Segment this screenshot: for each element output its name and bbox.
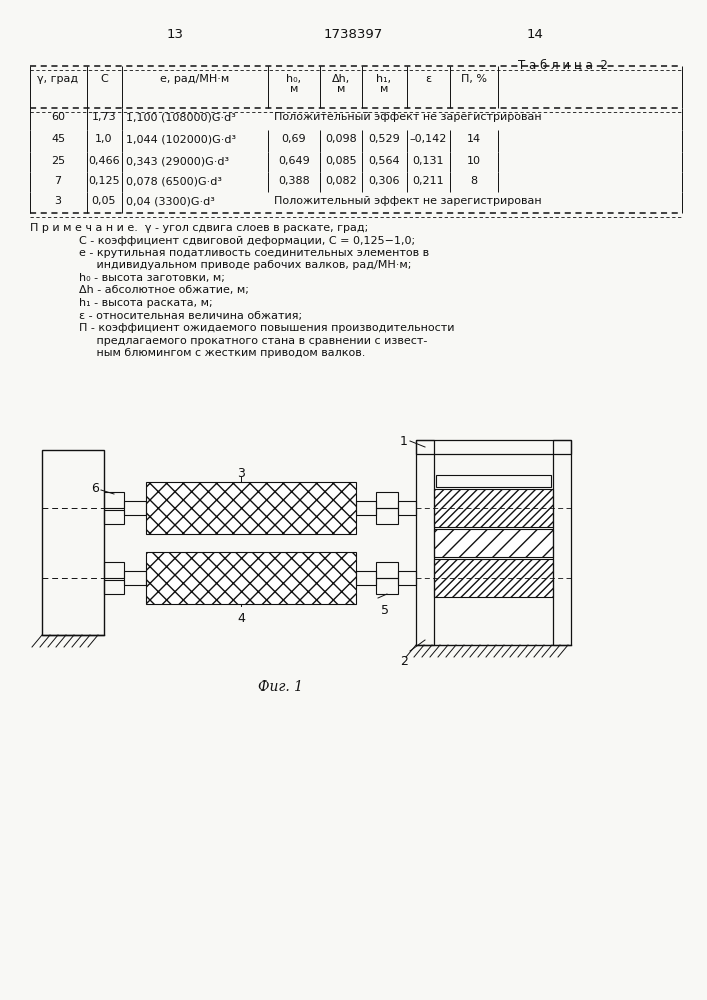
Text: 6: 6 <box>91 482 99 495</box>
Text: 0,564: 0,564 <box>368 156 400 166</box>
Text: –0,142: –0,142 <box>409 134 447 144</box>
Text: 45: 45 <box>51 134 65 144</box>
Text: 3: 3 <box>237 467 245 480</box>
Text: 4: 4 <box>237 612 245 625</box>
Bar <box>398 501 416 515</box>
Text: 0,466: 0,466 <box>88 156 119 166</box>
Text: 0,05: 0,05 <box>92 196 116 206</box>
Text: 0,529: 0,529 <box>368 134 400 144</box>
Text: 1,73: 1,73 <box>92 112 117 122</box>
Text: 1: 1 <box>400 435 408 448</box>
Bar <box>42 450 104 635</box>
Bar <box>104 562 124 578</box>
Text: 7: 7 <box>54 176 62 186</box>
Text: П - коэффициент ожидаемого повышения производительности: П - коэффициент ожидаемого повышения про… <box>30 323 455 333</box>
Text: 5: 5 <box>381 604 389 617</box>
Text: 0,04 (3300)G·d³: 0,04 (3300)G·d³ <box>126 196 215 206</box>
Text: 0,306: 0,306 <box>368 176 399 186</box>
Text: 0,343 (29000)G·d³: 0,343 (29000)G·d³ <box>126 156 229 166</box>
Text: 60: 60 <box>51 112 65 122</box>
Text: e, рад/МН·м: e, рад/МН·м <box>160 74 230 84</box>
Bar <box>376 492 398 508</box>
Bar <box>434 559 553 597</box>
Text: 1738397: 1738397 <box>323 28 382 41</box>
Text: Δh - абсолютное обжатие, м;: Δh - абсолютное обжатие, м; <box>30 286 249 296</box>
Text: 10: 10 <box>467 156 481 166</box>
Text: ным блюмингом с жестким приводом валков.: ным блюмингом с жестким приводом валков. <box>30 348 366 358</box>
Text: Положительный эффект не зарегистрирован: Положительный эффект не зарегистрирован <box>274 196 542 206</box>
Bar <box>124 571 146 585</box>
Text: γ, град: γ, град <box>37 74 78 84</box>
Text: h₁,: h₁, <box>376 74 392 84</box>
Text: Т а б л и ц а  2: Т а б л и ц а 2 <box>518 58 608 71</box>
Text: 14: 14 <box>527 28 544 41</box>
Text: e - крутильная податливость соединительных элементов в: e - крутильная податливость соединительн… <box>30 248 429 258</box>
Bar <box>146 482 356 534</box>
Text: индивидуальном приводе рабочих валков, рад/МН·м;: индивидуальном приводе рабочих валков, р… <box>30 260 411 270</box>
Text: 0,69: 0,69 <box>281 134 306 144</box>
Bar <box>416 440 434 645</box>
Text: 0,649: 0,649 <box>278 156 310 166</box>
Bar <box>553 440 571 645</box>
Text: h₀ - высота заготовки, м;: h₀ - высота заготовки, м; <box>30 273 225 283</box>
Text: 0,211: 0,211 <box>412 176 444 186</box>
Text: 25: 25 <box>51 156 65 166</box>
Text: 0,388: 0,388 <box>278 176 310 186</box>
Text: C - коэффициент сдвиговой деформации, C = 0,125−1,0;: C - коэффициент сдвиговой деформации, C … <box>30 235 415 245</box>
Text: h₀,: h₀, <box>286 74 302 84</box>
Text: 1,0: 1,0 <box>95 134 112 144</box>
Text: 14: 14 <box>467 134 481 144</box>
Bar <box>434 489 553 527</box>
Text: м: м <box>337 84 345 94</box>
Bar <box>376 562 398 578</box>
Text: 2: 2 <box>400 655 408 668</box>
Text: ε - относительная величина обжатия;: ε - относительная величина обжатия; <box>30 310 302 320</box>
Bar <box>416 440 571 454</box>
Text: 0,085: 0,085 <box>325 156 357 166</box>
Text: П, %: П, % <box>461 74 487 84</box>
Text: C: C <box>100 74 108 84</box>
Text: 0,078 (6500)G·d³: 0,078 (6500)G·d³ <box>126 176 222 186</box>
Bar <box>356 501 376 515</box>
Bar <box>104 580 124 594</box>
Text: м: м <box>380 84 388 94</box>
Text: 0,098: 0,098 <box>325 134 357 144</box>
Text: Фиг. 1: Фиг. 1 <box>257 680 303 694</box>
Text: ε: ε <box>425 74 431 84</box>
Text: 3: 3 <box>54 196 62 206</box>
Bar <box>104 510 124 524</box>
Text: 0,125: 0,125 <box>88 176 119 186</box>
Bar <box>436 475 551 487</box>
Text: предлагаемого прокатного стана в сравнении с извест-: предлагаемого прокатного стана в сравнен… <box>30 336 427 346</box>
Bar <box>376 508 398 524</box>
Bar <box>398 571 416 585</box>
Text: П р и м е ч а н и е.  γ - угол сдвига слоев в раскате, град;: П р и м е ч а н и е. γ - угол сдвига сло… <box>30 223 368 233</box>
Bar <box>146 552 356 604</box>
Text: м: м <box>290 84 298 94</box>
Text: Δh,: Δh, <box>332 74 350 84</box>
Bar <box>124 501 146 515</box>
Bar <box>104 492 124 508</box>
Text: h₁ - высота раската, м;: h₁ - высота раската, м; <box>30 298 213 308</box>
Text: 1,100 (108000)G·d³: 1,100 (108000)G·d³ <box>126 112 236 122</box>
Bar <box>356 571 376 585</box>
Text: 0,082: 0,082 <box>325 176 357 186</box>
Bar <box>376 578 398 594</box>
Bar <box>434 529 553 557</box>
Text: 13: 13 <box>167 28 184 41</box>
Text: Положительный эффект не зарегистрирован: Положительный эффект не зарегистрирован <box>274 112 542 122</box>
Text: 1,044 (102000)G·d³: 1,044 (102000)G·d³ <box>126 134 236 144</box>
Text: 8: 8 <box>470 176 477 186</box>
Text: 0,131: 0,131 <box>412 156 444 166</box>
